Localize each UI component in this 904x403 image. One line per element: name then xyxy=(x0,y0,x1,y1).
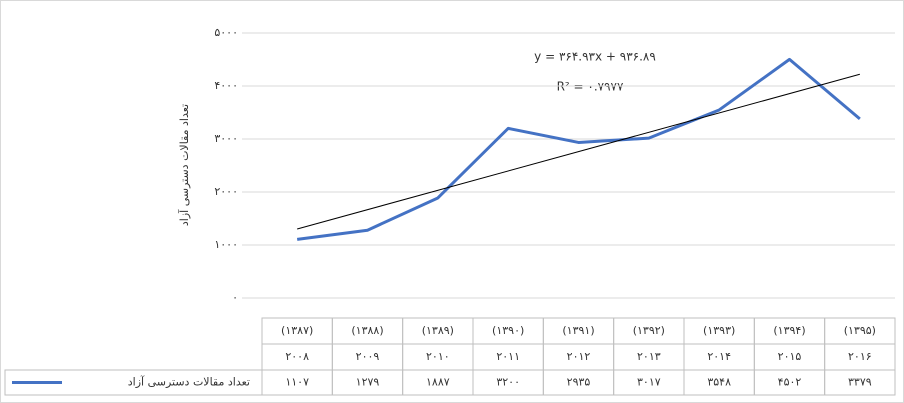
x-tick-label: ۲۰۱۰ xyxy=(426,350,450,363)
x-tick-label: (۱۳۹۳) xyxy=(703,324,735,337)
x-tick-label: ۲۰۱۳ xyxy=(637,350,661,363)
table-cell xyxy=(824,369,896,396)
x-tick-label: (۱۳۸۹) xyxy=(422,324,454,337)
data-table-value: ۳۳۷۹ xyxy=(848,376,872,389)
data-table-value: ۳۲۰۰ xyxy=(496,376,520,389)
x-tick-label: (۱۳۹۲) xyxy=(633,324,665,337)
y-tick-label: ۴۰۰۰ xyxy=(214,79,238,92)
y-tick-label: ۱۰۰۰ xyxy=(214,238,238,251)
y-tick-label: ۰ xyxy=(232,291,238,304)
x-tick-label: (۱۳۹۵) xyxy=(844,324,876,337)
data-table-value: ۱۱۰۷ xyxy=(285,376,309,389)
data-table-value: ۳۵۴۸ xyxy=(707,376,731,389)
y-tick-label: ۵۰۰۰ xyxy=(214,26,238,39)
x-tick-label: (۱۳۹۰) xyxy=(492,324,524,337)
x-tick-label: (۱۳۹۱) xyxy=(562,324,594,337)
x-tick-label: ۲۰۱۶ xyxy=(848,350,872,363)
legend-label: تعداد مقالات دسترسی آزاد xyxy=(128,375,250,389)
data-table-value: ۲۹۳۵ xyxy=(567,376,591,389)
x-tick-label: (۱۳۸۷) xyxy=(281,324,313,337)
table-cell xyxy=(4,369,263,396)
data-line xyxy=(296,57,861,241)
data-table-value: ۱۸۸۷ xyxy=(426,376,450,389)
x-tick-label: ۲۰۰۸ xyxy=(285,350,309,363)
x-tick-label: ۲۰۱۲ xyxy=(567,350,591,363)
y-axis-label: تعداد مقالات دسترسی آزاد xyxy=(177,104,191,226)
x-tick-label: ۲۰۱۱ xyxy=(496,350,520,363)
x-tick-label: (۱۳۹۴) xyxy=(773,324,805,337)
trend-line xyxy=(297,73,860,230)
data-table-value: ۳۰۱۷ xyxy=(637,376,661,389)
y-tick-label: ۳۰۰۰ xyxy=(214,132,238,145)
x-tick-label: ۲۰۰۹ xyxy=(356,350,380,363)
x-tick-label: ۲۰۱۵ xyxy=(778,350,802,363)
trend-equation: y = ۳۶۴.۹۳x + ۹۳۶.۸۹ xyxy=(534,50,656,64)
x-tick-label: ۲۰۱۴ xyxy=(707,350,731,363)
x-tick-label: (۱۳۸۸) xyxy=(351,324,383,337)
y-tick-label: ۲۰۰۰ xyxy=(214,185,238,198)
data-table-value: ۴۵۰۲ xyxy=(778,376,802,389)
data-table-value: ۱۲۷۹ xyxy=(356,376,380,389)
